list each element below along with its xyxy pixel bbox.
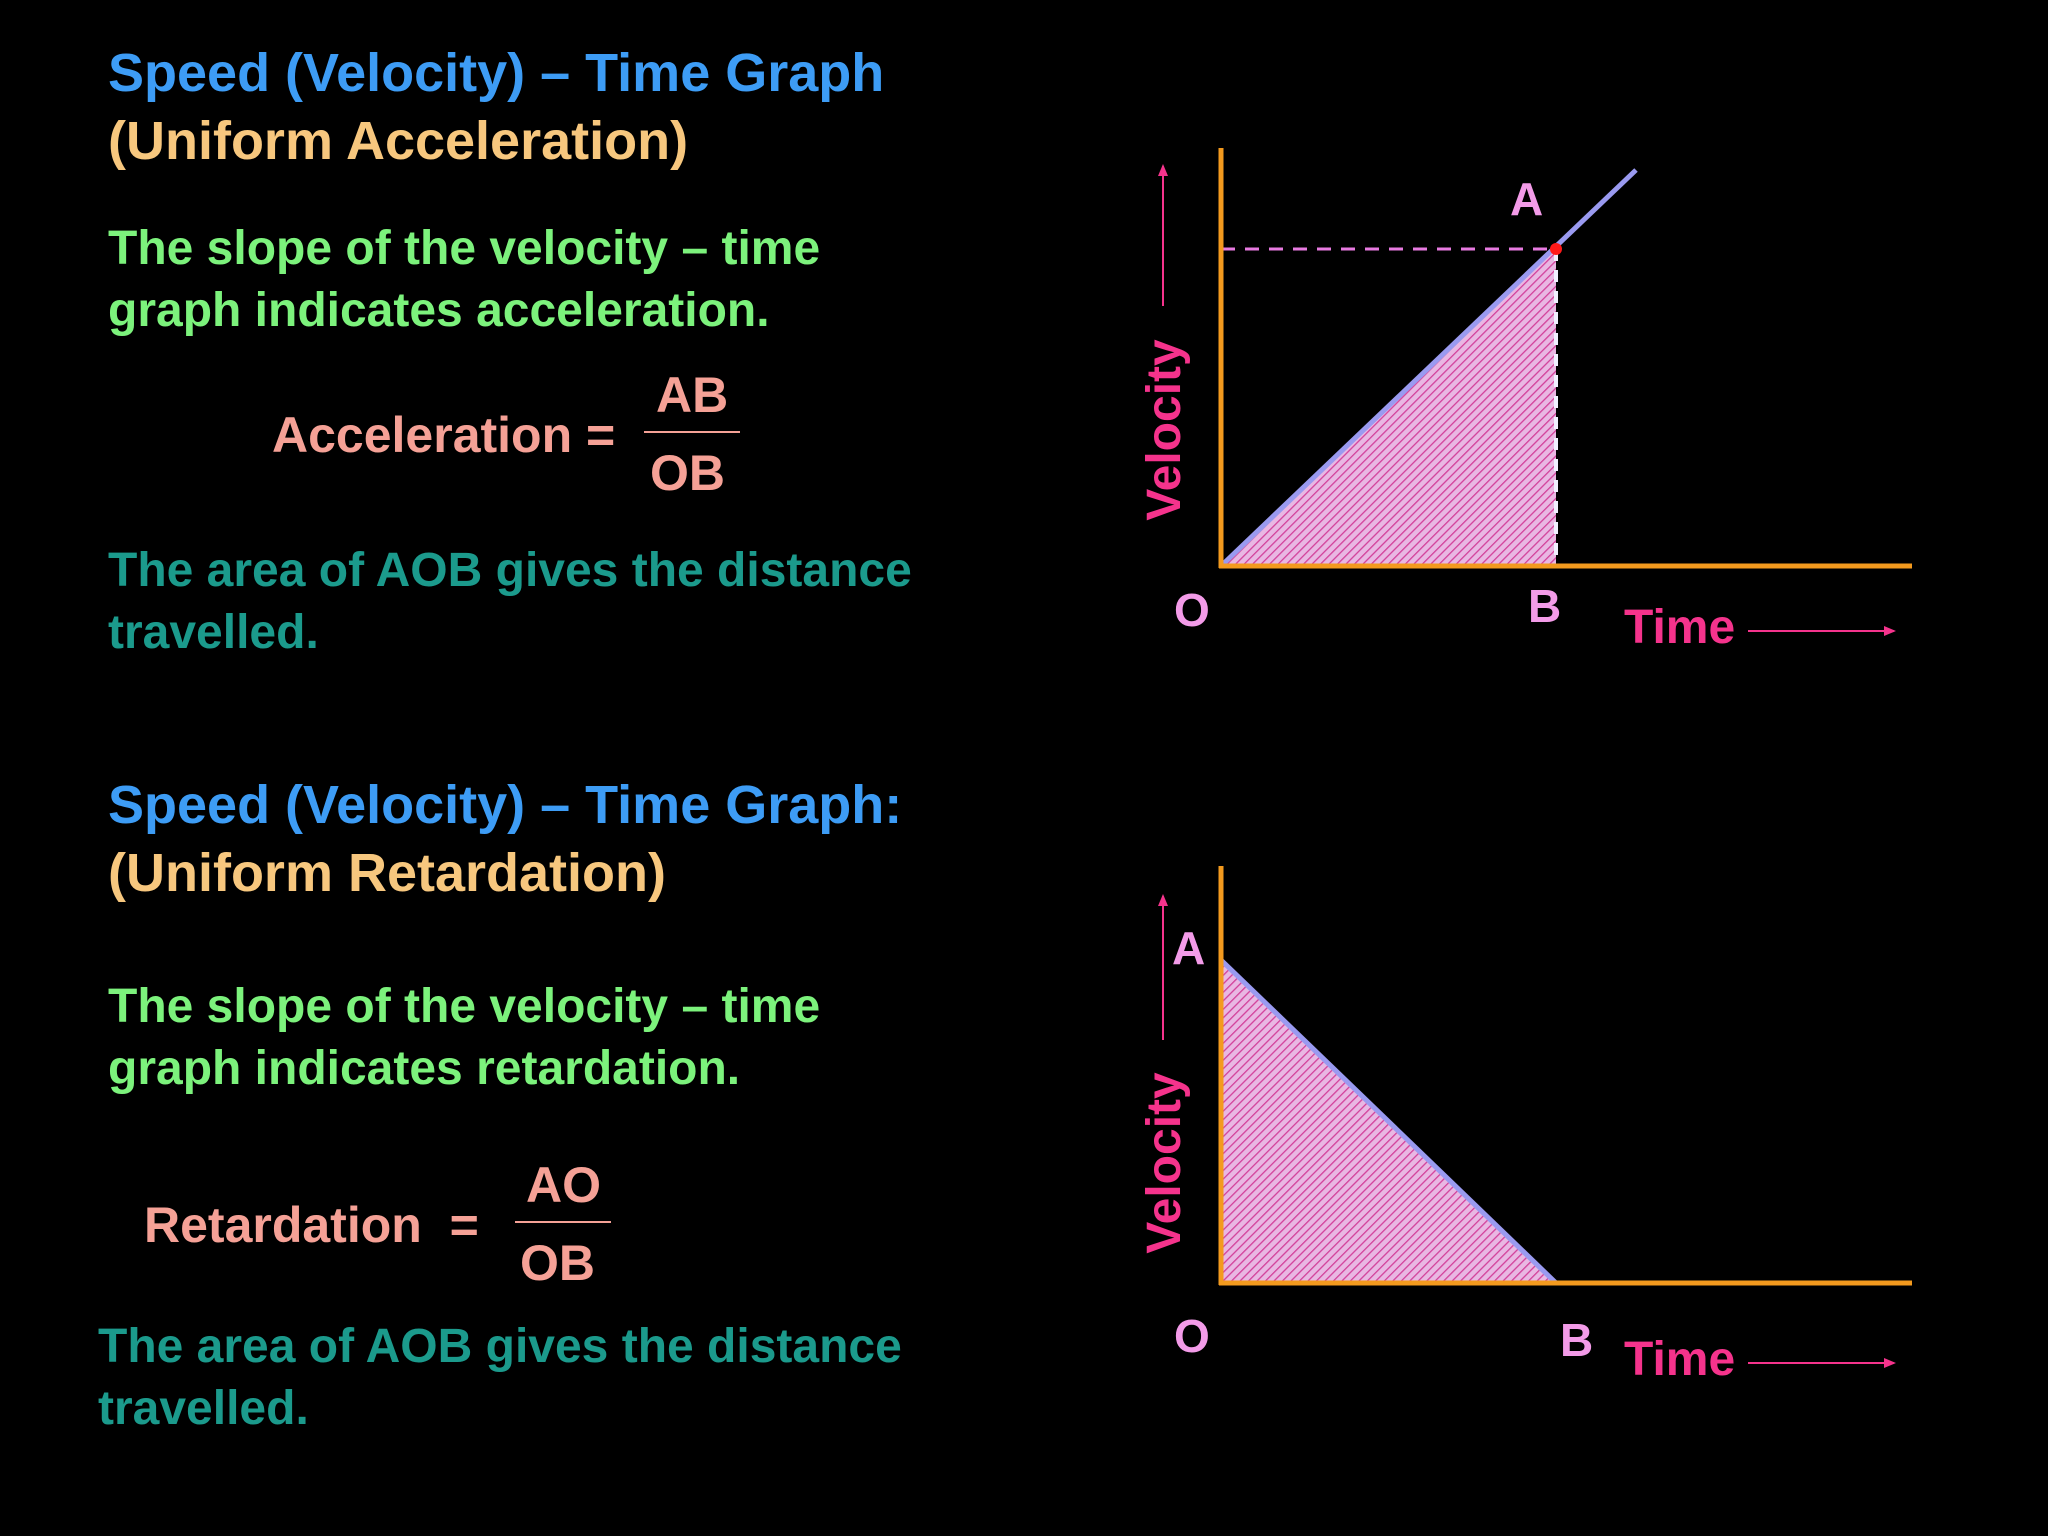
accel-line (1219, 168, 1638, 568)
accel-area-hatch (1221, 249, 1556, 566)
accel-slope-line1: The slope of the velocity – time (108, 222, 821, 275)
retard-title: Speed (Velocity) – Time Graph: (108, 775, 903, 835)
accel-slope-line2: graph indicates acceleration. (108, 284, 770, 337)
accel-numerator: AB (656, 367, 729, 423)
retard-y-axis-label: Velocity (1138, 1072, 1191, 1254)
retard-area-hatch (1221, 960, 1556, 1283)
accel-area-line1: The area of AOB gives the distance (108, 544, 912, 597)
retard-subtitle: (Uniform Retardation) (108, 843, 666, 903)
retard-label-o: O (1174, 1310, 1210, 1362)
retard-numerator: AO (526, 1157, 601, 1213)
accel-area-line2: travelled. (108, 606, 319, 659)
accel-point-a-marker (1550, 243, 1562, 255)
accel-title: Speed (Velocity) – Time Graph (108, 43, 885, 103)
accel-fraction-bar (644, 431, 740, 433)
accel-label-o: O (1174, 584, 1210, 636)
retard-denominator: OB (520, 1235, 595, 1291)
retard-formula-label: Retardation = (144, 1197, 479, 1253)
retard-label-b: B (1560, 1314, 1593, 1366)
retard-slope-line2: graph indicates retardation. (108, 1042, 741, 1095)
retard-area-line1: The area of AOB gives the distance (98, 1320, 902, 1373)
retard-x-axis-label: Time (1624, 1333, 1735, 1386)
accel-x-axis-label: Time (1624, 601, 1735, 654)
retard-area-line2: travelled. (98, 1382, 309, 1435)
accel-label-b: B (1528, 580, 1561, 632)
accel-subtitle: (Uniform Acceleration) (108, 111, 689, 171)
retard-fraction-bar (515, 1221, 611, 1223)
accel-denominator: OB (650, 445, 725, 501)
retard-label-a: A (1172, 922, 1205, 974)
retard-line (1219, 958, 1558, 1285)
accel-label-a: A (1510, 173, 1543, 225)
retard-slope-line1: The slope of the velocity – time (108, 980, 821, 1033)
accel-formula-label: Acceleration = (272, 407, 616, 463)
accel-y-axis-label: Velocity (1138, 339, 1191, 521)
